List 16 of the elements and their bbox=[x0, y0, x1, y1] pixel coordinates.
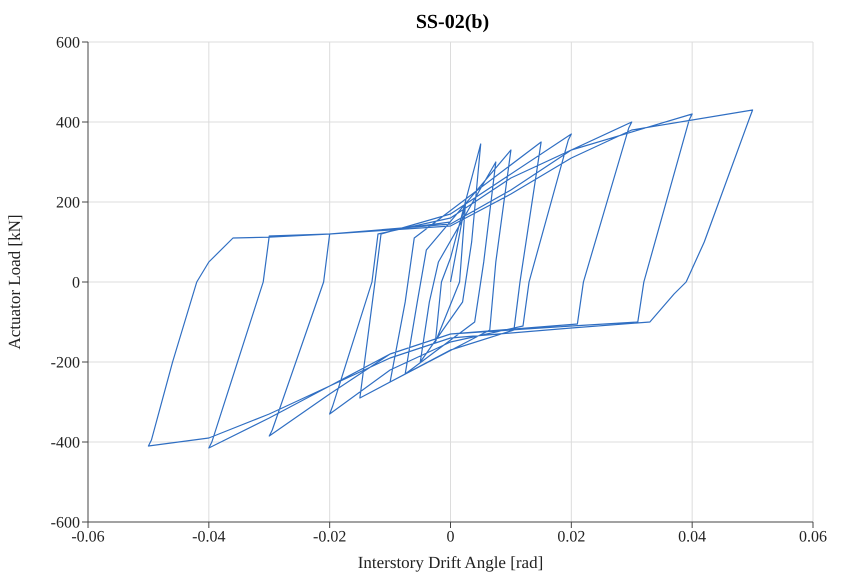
x-tick-label: 0.04 bbox=[678, 528, 706, 546]
y-tick-label: 0 bbox=[72, 274, 80, 292]
y-tick-label: 600 bbox=[56, 34, 80, 52]
x-tick-label: -0.04 bbox=[192, 528, 226, 546]
y-tick-label: 400 bbox=[56, 114, 80, 132]
x-tick-label: -0.02 bbox=[313, 528, 346, 546]
x-tick-label: 0 bbox=[446, 528, 454, 546]
chart-title: SS-02(b) bbox=[414, 10, 490, 35]
y-tick-label: -400 bbox=[50, 434, 80, 452]
x-tick-label: 0.02 bbox=[557, 528, 586, 546]
x-tick-label: 0.06 bbox=[799, 528, 827, 546]
y-axis-title: Actuator Load [kN] bbox=[5, 214, 24, 350]
y-tick-label: -200 bbox=[50, 354, 80, 372]
line-series bbox=[148, 109, 754, 449]
y-tick-label: 200 bbox=[56, 194, 80, 212]
x-axis-title: Interstory Drift Angle [rad] bbox=[358, 553, 544, 572]
